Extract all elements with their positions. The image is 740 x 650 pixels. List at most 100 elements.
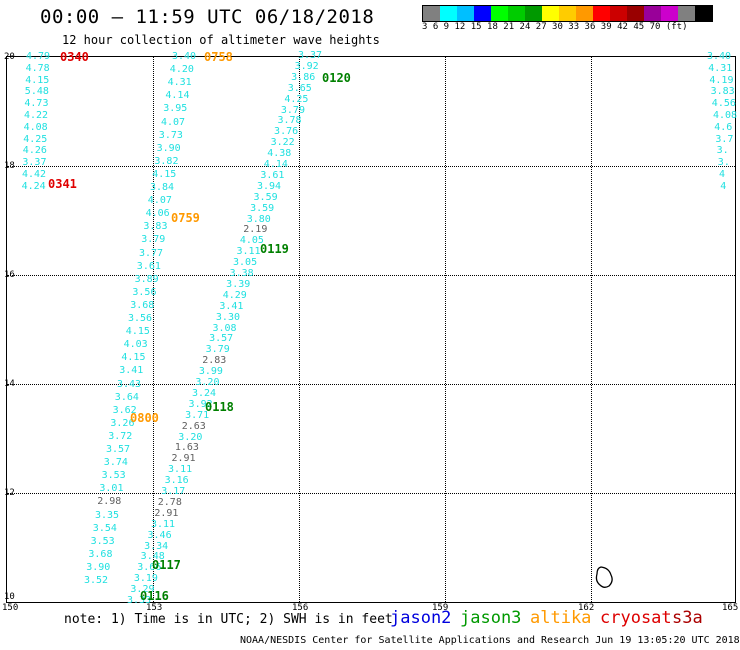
- wave-height-value: 4.22: [24, 110, 49, 121]
- lon-label: 150: [2, 603, 19, 613]
- colorbar-swatch: [457, 6, 474, 21]
- wave-height-value: 3.92: [188, 398, 213, 410]
- wave-height-value: 4.78: [25, 62, 50, 74]
- colorbar-swatch: [610, 6, 627, 21]
- wave-height-value: 4: [719, 169, 726, 180]
- legend-item: altika: [530, 608, 592, 628]
- pass-time-label: 0116: [140, 589, 169, 603]
- legend-item: s3a: [672, 608, 703, 628]
- grid-line: [445, 57, 446, 602]
- wave-height-value: 4.14: [263, 159, 288, 170]
- page-subtitle: 12 hour collection of altimeter wave hei…: [62, 33, 380, 47]
- wave-height-value: 3.62: [112, 404, 137, 416]
- colorbar-swatch: [678, 6, 695, 21]
- colorbar-swatch: [491, 6, 508, 21]
- wave-height-value: 3.41: [119, 365, 144, 377]
- wave-height-value: 3.65: [287, 82, 312, 94]
- pass-time-label: 0758: [204, 50, 233, 64]
- wave-height-value: 4.42: [22, 169, 47, 180]
- wave-height-value: 3.82: [154, 155, 179, 167]
- wave-height-value: 1.63: [174, 442, 199, 454]
- legend-item: jason3: [460, 608, 522, 628]
- grid-line: [7, 166, 735, 167]
- wave-height-value: 4.73: [24, 98, 49, 110]
- wave-height-value: 2.91: [171, 453, 196, 465]
- wave-height-value: 3.11: [168, 464, 193, 476]
- wave-height-value: 3.11: [236, 246, 261, 258]
- lon-label: 162: [578, 603, 595, 613]
- lat-label: 10: [4, 592, 15, 602]
- wave-height-value: 2.91: [154, 507, 179, 519]
- colorbar-swatch: [525, 6, 542, 21]
- wave-height-value: 3.89: [134, 273, 159, 285]
- wave-height-value: 3.: [717, 157, 730, 169]
- wave-height-value: 3.40: [707, 51, 732, 62]
- wave-height-value: 4.15: [25, 74, 50, 86]
- grid-line: [7, 275, 735, 276]
- wave-height-value: 4.06: [145, 208, 170, 220]
- wave-height-value: 4.29: [222, 289, 247, 301]
- wave-height-value: 4.14: [165, 90, 190, 102]
- wave-height-value: 3.76: [274, 126, 299, 138]
- wave-height-value: 3.68: [88, 548, 113, 560]
- wave-height-value: 3.59: [250, 202, 275, 214]
- wave-height-value: 3.90: [86, 561, 111, 573]
- lon-label: 156: [292, 603, 309, 613]
- wave-height-value: 3.79: [205, 344, 230, 356]
- wave-height-value: 3.43: [117, 378, 142, 390]
- wave-height-value: 3.95: [163, 103, 188, 115]
- wave-height-value: 3.66: [137, 562, 162, 574]
- wave-height-value: 3.46: [147, 529, 172, 541]
- lat-label: 18: [4, 161, 15, 171]
- wave-height-value: 3.68: [130, 299, 155, 311]
- wave-height-value: 3.57: [209, 333, 234, 345]
- wave-height-value: 3.19: [133, 573, 158, 585]
- wave-height-value: 4.05: [239, 235, 264, 247]
- wave-height-value: 3.90: [156, 142, 181, 154]
- wave-height-value: 3.29: [130, 584, 155, 596]
- wave-height-value: 3.64: [114, 391, 139, 403]
- wave-height-value: 3.33: [127, 595, 152, 606]
- wave-height-value: 3.83: [143, 221, 168, 233]
- wave-height-value: 3.79: [280, 104, 305, 116]
- wave-height-value: 3.86: [291, 71, 316, 83]
- wave-height-value: 4.25: [284, 93, 309, 105]
- wave-height-value: 3.7: [715, 133, 734, 145]
- wave-height-value: 3.61: [136, 260, 161, 272]
- wave-height-value: 3.37: [298, 50, 323, 61]
- wave-height-value: 4.15: [121, 352, 146, 364]
- wave-height-value: 3.30: [215, 311, 240, 323]
- wave-height-value: 3.94: [256, 180, 282, 192]
- wave-height-value: 3.40: [172, 51, 197, 62]
- wave-height-value: 3.34: [144, 540, 169, 552]
- wave-height-value: 3.56: [128, 313, 153, 324]
- wave-height-value: 4.08: [713, 110, 738, 121]
- wave-height-value: 3.78: [277, 115, 302, 127]
- wave-height-value: 2.19: [243, 224, 268, 236]
- wave-height-value: 4.08: [23, 121, 48, 133]
- colorbar-labels: 3 6 9 12 15 18 21 24 27 30 33 36 39 42 4…: [422, 22, 688, 32]
- grid-line: [7, 384, 735, 385]
- wave-height-value: 4.20: [169, 64, 194, 76]
- colorbar-swatch: [508, 6, 525, 21]
- wave-height-value: 3.71: [185, 409, 210, 421]
- wave-height-value: 3.56: [132, 286, 157, 298]
- wave-height-value: 4.31: [167, 77, 192, 89]
- wave-height-value: 3.24: [191, 387, 217, 399]
- wave-height-value: 3.53: [101, 470, 126, 482]
- pass-time-label: 0340: [60, 50, 89, 64]
- wave-height-value: 3.16: [164, 475, 189, 487]
- pass-time-label: 0800: [130, 411, 159, 425]
- colorbar-swatch: [661, 6, 678, 21]
- wave-height-value: 3.53: [90, 535, 115, 547]
- wave-height-value: 2.78: [157, 496, 182, 508]
- wave-height-value: 3.57: [106, 444, 131, 455]
- units-note: note: 1) Time is in UTC; 2) SWH is in fe…: [64, 612, 393, 627]
- colorbar-swatch: [695, 6, 712, 21]
- lat-label: 16: [4, 270, 15, 280]
- lat-label: 14: [4, 379, 15, 389]
- colorbar-swatch: [542, 6, 559, 21]
- wave-height-value: 3.39: [226, 278, 251, 290]
- wave-height-value: 4.15: [125, 326, 150, 338]
- wave-height-value: 3.92: [294, 60, 319, 72]
